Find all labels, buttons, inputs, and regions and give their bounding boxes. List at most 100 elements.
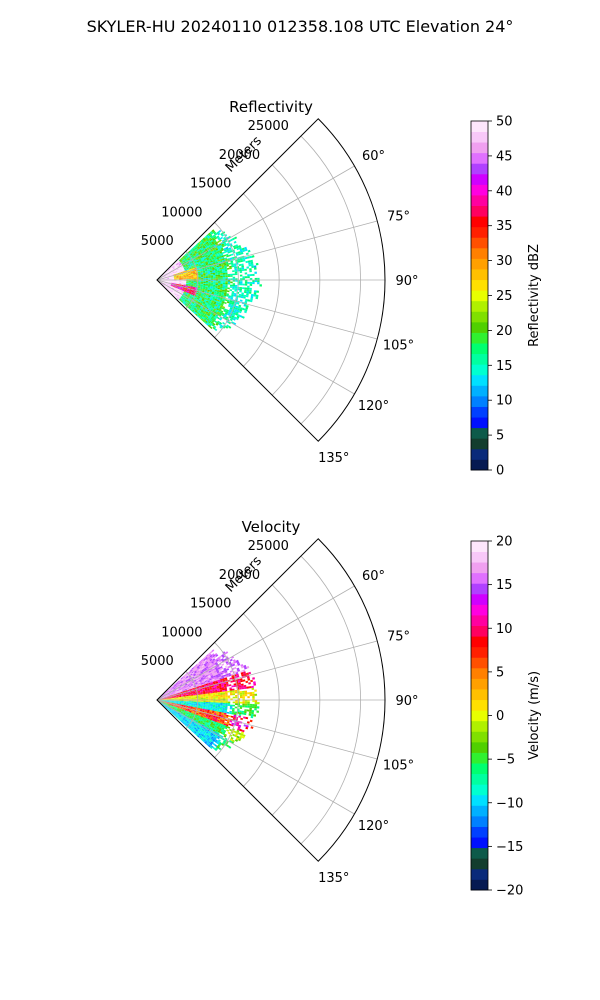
- colorbar: −20 −15 −10 −5 0 5 10 15 20 Velocity (m/s): [470, 535, 542, 899]
- colorbar-swatch: [471, 395, 488, 407]
- colorbar-swatch: [471, 583, 488, 595]
- reflectivity-panel: Reflectivity500010000150002000025000Mete…: [141, 98, 542, 479]
- azimuth-gridline: [156, 640, 378, 701]
- colorbar-swatch: [471, 163, 488, 175]
- colorbar-swatch: [471, 868, 488, 880]
- colorbar-tick-label: 5: [496, 665, 504, 680]
- colorbar-swatch: [471, 300, 488, 312]
- azimuth-tick-label: 60°: [362, 569, 385, 584]
- colorbar-swatch: [471, 311, 488, 323]
- colorbar-swatch: [471, 417, 488, 429]
- colorbar-swatch: [471, 195, 488, 207]
- range-tick-label: 15000: [190, 597, 231, 612]
- colorbar-tick-label: −5: [496, 753, 515, 768]
- azimuth-tick-label: 105°: [383, 339, 414, 354]
- colorbar-swatch: [471, 667, 488, 679]
- azimuth-tick-label: 90°: [395, 274, 418, 289]
- range-tick-label: 15000: [190, 177, 231, 192]
- sector-frame: [156, 118, 386, 442]
- colorbar-tick-label: 20: [496, 324, 513, 339]
- azimuth-tick-label: 120°: [358, 399, 389, 414]
- colorbar-swatch: [471, 541, 488, 552]
- colorbar-tick-label: 15: [496, 359, 513, 374]
- colorbar-tick-label: −10: [496, 796, 523, 811]
- colorbar-swatch: [471, 720, 488, 732]
- sector-frame: [156, 538, 386, 862]
- azimuth-tick-label: 135°: [318, 871, 349, 886]
- colorbar-tick-label: −20: [496, 884, 523, 899]
- colorbar-swatch: [471, 562, 488, 574]
- azimuth-tick-label: 75°: [387, 629, 410, 644]
- colorbar-swatch: [471, 184, 488, 196]
- range-tick-label: 5000: [141, 654, 174, 669]
- colorbar-swatch: [471, 332, 488, 344]
- colorbar-swatch: [471, 216, 488, 228]
- colorbar-tick-label: 10: [496, 394, 513, 409]
- colorbar-swatch: [471, 142, 488, 154]
- colorbar-swatch: [471, 678, 488, 690]
- colorbar-tick-label: −15: [496, 840, 523, 855]
- colorbar-swatch: [471, 131, 488, 143]
- range-tick-label: 5000: [141, 234, 174, 249]
- colorbar-tick-label: 35: [496, 219, 513, 234]
- colorbar-swatch: [471, 593, 488, 605]
- colorbar-swatch: [471, 121, 488, 132]
- colorbar-swatch: [471, 385, 488, 397]
- azimuth-gridline: [156, 699, 355, 815]
- colorbar-swatch: [471, 237, 488, 249]
- colorbar-swatch: [471, 847, 488, 859]
- colorbar-swatch: [471, 689, 488, 701]
- colorbar-swatch: [471, 247, 488, 259]
- colorbar-swatch: [471, 837, 488, 849]
- colorbar-tick-label: 40: [496, 184, 513, 199]
- colorbar-swatch: [471, 773, 488, 785]
- range-tick-label: 20000: [219, 148, 260, 163]
- colorbar-swatch: [471, 710, 488, 722]
- panel-title: Reflectivity: [229, 98, 313, 116]
- colorbar-swatch: [471, 826, 488, 838]
- azimuth-tick-label: 120°: [358, 819, 389, 834]
- colorbar-tick-label: 15: [496, 578, 513, 593]
- range-tick-label: 25000: [248, 119, 289, 134]
- colorbar-swatch: [471, 572, 488, 584]
- colorbar-tick-label: 30: [496, 254, 513, 269]
- colorbar-tick-label: 10: [496, 622, 513, 637]
- colorbar-swatch: [471, 258, 488, 270]
- colorbar-swatch: [471, 290, 488, 302]
- panel-title: Velocity: [242, 518, 301, 536]
- range-tick-label: 25000: [248, 539, 289, 554]
- colorbar-swatch: [471, 615, 488, 627]
- azimuth-tick-label: 75°: [387, 209, 410, 224]
- colorbar-tick-label: 0: [496, 709, 504, 724]
- range-tick-label: 20000: [219, 568, 260, 583]
- colorbar-tick-label: 25: [496, 289, 513, 304]
- colorbar-swatch: [471, 406, 488, 418]
- colorbar-swatch: [471, 269, 488, 281]
- azimuth-tick-label: 90°: [395, 694, 418, 709]
- colorbar-swatch: [471, 784, 488, 796]
- colorbar-swatch: [471, 321, 488, 333]
- colorbar-swatch: [471, 173, 488, 185]
- colorbar-swatch: [471, 604, 488, 616]
- colorbar-swatch: [471, 364, 488, 376]
- colorbar-label: Reflectivity dBZ: [527, 244, 542, 347]
- colorbar-swatch: [471, 879, 488, 891]
- colorbar-swatch: [471, 551, 488, 563]
- colorbar-swatch: [471, 427, 488, 439]
- colorbar-swatch: [471, 657, 488, 669]
- colorbar-swatch: [471, 815, 488, 827]
- azimuth-gridline: [156, 165, 355, 281]
- colorbar-tick-label: 5: [496, 429, 504, 444]
- colorbar-swatch: [471, 374, 488, 386]
- colorbar-tick-label: 45: [496, 149, 513, 164]
- colorbar: 0 5 10 15 20 25 30 35 40 45 50 Reflectivity dBZ: [470, 115, 542, 479]
- colorbar-label: Velocity (m/s): [527, 671, 542, 760]
- colorbar-swatch: [471, 805, 488, 817]
- colorbar-swatch: [471, 625, 488, 637]
- figure-title: SKYLER-HU 20240110 012358.108 UTC Elevat…: [87, 17, 514, 36]
- colorbar-swatch: [471, 646, 488, 658]
- colorbar-swatch: [471, 438, 488, 450]
- azimuth-tick-label: 105°: [383, 759, 414, 774]
- colorbar-swatch: [471, 699, 488, 711]
